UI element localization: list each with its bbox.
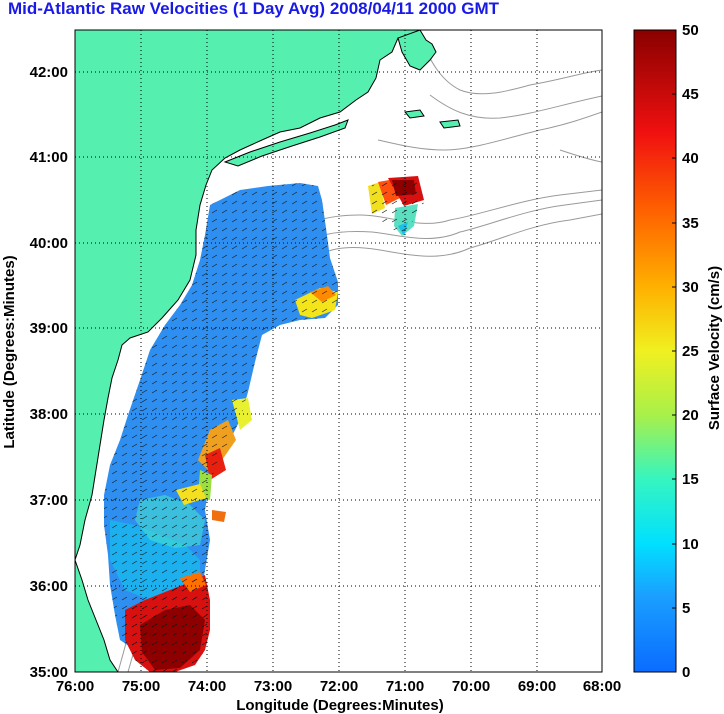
colorbar-tick-label: 15 [682, 471, 699, 488]
velocity-field [104, 176, 424, 672]
y-axis-label: Latitude (Degrees:Minutes) [1, 255, 18, 448]
plot-frame [74, 29, 603, 673]
x-axis-label: Longitude (Degrees:Minutes) [236, 697, 444, 714]
x-tick-label: 70:00 [452, 678, 490, 695]
colorbar-tick-labels: 0 5 10 15 20 25 30 35 40 45 50 [682, 22, 699, 681]
colorbar-tick-label: 5 [682, 600, 690, 617]
colorbar-tick-label: 30 [682, 279, 699, 296]
colorbar-ticks [672, 29, 676, 673]
colorbar [633, 29, 677, 673]
colorbar-tick-label: 25 [682, 343, 699, 360]
colorbar-label: Surface Velocity (cm/s) [706, 266, 723, 430]
x-tick-label: 74:00 [188, 678, 226, 695]
colorbar-tick-label: 40 [682, 150, 699, 167]
x-tick-label: 76:00 [56, 678, 94, 695]
y-tick-label: 38:00 [30, 406, 68, 423]
colorbar-tick-label: 35 [682, 215, 699, 232]
x-tick-label: 73:00 [254, 678, 292, 695]
y-tick-label: 37:00 [30, 492, 68, 509]
y-tick-label: 39:00 [30, 320, 68, 337]
x-tick-label: 75:00 [122, 678, 160, 695]
colorbar-tick-label: 50 [682, 22, 699, 39]
y-tick-label: 42:00 [30, 64, 68, 81]
colorbar-tick-label: 0 [682, 664, 690, 681]
colorbar-tick-label: 45 [682, 86, 699, 103]
colorbar-tick-label: 10 [682, 536, 699, 553]
y-tick-label: 41:00 [30, 149, 68, 166]
y-tick-label: 36:00 [30, 578, 68, 595]
land [75, 30, 461, 672]
x-tick-label: 71:00 [386, 678, 424, 695]
colorbar-tick-label: 20 [682, 407, 699, 424]
x-tick-label: 72:00 [320, 678, 358, 695]
map-title: Mid-Atlantic Raw Velocities (1 Day Avg) … [8, 0, 499, 18]
x-axis-ticks: 76:00 75:00 74:00 73:00 72:00 71:00 70:0… [56, 678, 621, 695]
y-tick-label: 35:00 [30, 664, 68, 681]
x-tick-label: 69:00 [518, 678, 556, 695]
x-tick-label: 68:00 [583, 678, 621, 695]
y-axis-ticks: 35:00 36:00 37:00 38:00 39:00 40:00 41:0… [30, 64, 68, 681]
y-tick-label: 40:00 [30, 235, 68, 252]
